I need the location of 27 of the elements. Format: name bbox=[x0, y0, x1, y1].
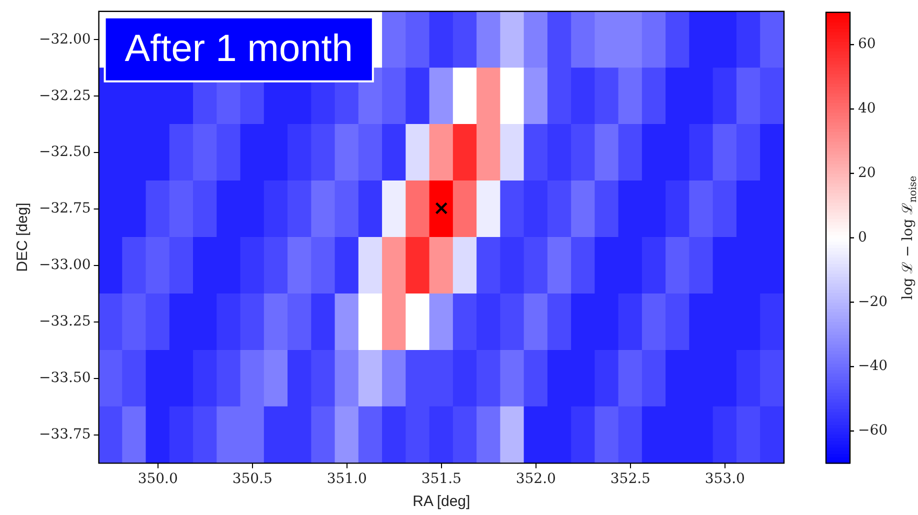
y-axis-title: DEC [deg] bbox=[14, 202, 32, 272]
color-bar-label: 0 bbox=[858, 229, 867, 246]
y-tick-label: −32.25 bbox=[38, 88, 91, 104]
x-tick-label: 353.0 bbox=[704, 471, 745, 488]
x-axis-title: RA [deg] bbox=[412, 493, 470, 510]
y-tick-label: −32.75 bbox=[38, 200, 91, 217]
annotation: After 1 month bbox=[124, 28, 353, 70]
x-tick-label: 352.5 bbox=[610, 471, 650, 488]
x-tick-label: 352.0 bbox=[516, 471, 556, 488]
x-tick-label: 350.0 bbox=[138, 471, 178, 488]
y-tick-label: −33.50 bbox=[38, 370, 91, 386]
color-bar-title: log ℒ − log ℒnoise bbox=[900, 176, 918, 300]
color-bar-label: 60 bbox=[858, 36, 876, 52]
color-bar-label: −60 bbox=[858, 422, 888, 439]
annotation: × bbox=[433, 195, 450, 220]
color-bar-label: −20 bbox=[858, 294, 888, 310]
x-tick-label: 350.5 bbox=[232, 471, 272, 488]
color-bar-label: 20 bbox=[858, 165, 876, 182]
y-tick-label: −33.75 bbox=[38, 426, 91, 443]
x-tick-label: 351.0 bbox=[326, 471, 367, 488]
y-tick-label: −32.00 bbox=[38, 31, 91, 48]
y-tick-label: −32.50 bbox=[38, 144, 91, 160]
color-bar-label: 40 bbox=[858, 100, 876, 117]
x-tick-label: 351.5 bbox=[421, 471, 462, 488]
y-tick-label: −33.00 bbox=[38, 257, 91, 274]
color-bar-label: −40 bbox=[858, 358, 888, 374]
y-tick-label: −33.25 bbox=[38, 314, 91, 330]
